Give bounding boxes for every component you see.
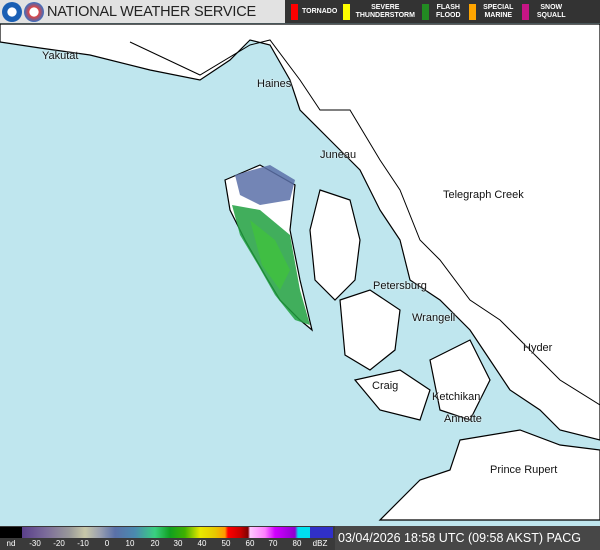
city-haines: Haines xyxy=(257,78,292,90)
header-title: NATIONAL WEATHER SERVICE xyxy=(47,3,256,20)
legend-label: SEVERE THUNDERSTORM xyxy=(355,3,415,19)
legend-special-marine: SPECIAL MARINE xyxy=(463,0,516,23)
city-wrangell: Wrangell xyxy=(412,312,456,324)
colorbar-label: 30 xyxy=(173,539,183,548)
colorbar-label: 0 xyxy=(104,539,110,548)
reflectivity-colorbar: nd -30 -20 -10 0 10 20 30 40 50 60 70 80… xyxy=(0,526,335,550)
legend-label: TORNADO xyxy=(302,7,338,15)
timestamp: 03/04/2026 18:58 UTC (09:58 AKST) PACG xyxy=(335,526,600,550)
legend-flash-flood: FLASH FLOOD xyxy=(416,0,463,23)
colorbar-label: nd xyxy=(6,539,16,548)
noaa-logo xyxy=(2,1,22,22)
colorbar-label: 80 xyxy=(292,539,302,548)
legend-severe-thunderstorm: SEVERE THUNDERSTORM xyxy=(337,0,416,23)
legend-label: FLASH FLOOD xyxy=(436,3,461,19)
colorbar-label: dBZ xyxy=(312,539,328,548)
legend-tornado: TORNADO xyxy=(285,0,337,23)
mainland xyxy=(0,23,600,441)
colorbar-label: -20 xyxy=(53,539,65,548)
city-craig: Craig xyxy=(372,380,399,392)
nws-logo xyxy=(24,1,44,22)
city-annette: Annette xyxy=(444,413,482,425)
colorbar-label: 50 xyxy=(221,539,231,548)
city-ketchikan: Ketchikan xyxy=(432,391,481,403)
city-hyder: Hyder xyxy=(523,342,553,354)
colorbar-label: 40 xyxy=(197,539,207,548)
city-telegraph-creek: Telegraph Creek xyxy=(443,189,524,201)
colorbar-label: 70 xyxy=(268,539,278,548)
colorbar-label: 10 xyxy=(125,539,135,548)
radar-echoes xyxy=(232,165,310,325)
colorbar-label: -30 xyxy=(29,539,41,548)
border xyxy=(129,39,600,406)
legend-label: SPECIAL MARINE xyxy=(483,3,514,19)
city-yakutat: Yakutat xyxy=(42,50,79,62)
city-petersburg: Petersburg xyxy=(373,280,427,292)
city-prince-rupert: Prince Rupert xyxy=(490,464,558,476)
header: NATIONAL WEATHER SERVICE xyxy=(0,0,285,23)
legend-snow-squall: SNOW SQUALL xyxy=(516,0,569,23)
colorbar-gradient xyxy=(0,527,333,538)
legend-label: SNOW SQUALL xyxy=(536,3,566,19)
colorbar-label: -10 xyxy=(77,539,89,548)
colorbar-label: 20 xyxy=(150,539,160,548)
coast-prince-rupert xyxy=(378,429,600,521)
warning-legend: TORNADO SEVERE THUNDERSTORM FLASH FLOOD … xyxy=(285,0,600,23)
colorbar-label: 60 xyxy=(245,539,255,548)
city-juneau: Juneau xyxy=(320,149,357,161)
